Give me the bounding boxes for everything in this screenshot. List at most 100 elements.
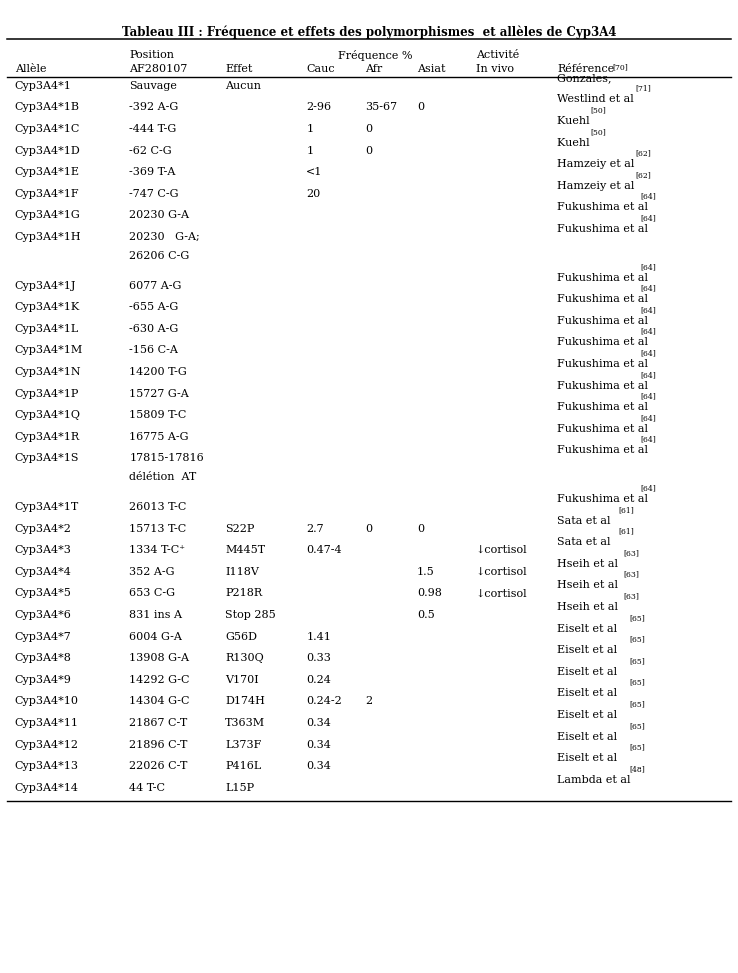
Text: Fukushima et al: Fukushima et al <box>557 446 648 455</box>
Text: Eiselt et al: Eiselt et al <box>557 667 621 677</box>
Text: [65]: [65] <box>630 701 645 708</box>
Text: -62 C-G: -62 C-G <box>129 146 172 156</box>
Text: [61]: [61] <box>618 506 634 514</box>
Text: 0.47-4: 0.47-4 <box>306 545 342 556</box>
Text: 20230 G-A: 20230 G-A <box>129 210 189 220</box>
Text: [62]: [62] <box>635 171 651 179</box>
Text: 17815-17816: 17815-17816 <box>129 453 204 463</box>
Text: In vivo: In vivo <box>476 64 514 74</box>
Text: 0.24-2: 0.24-2 <box>306 697 342 706</box>
Text: 0: 0 <box>365 523 373 533</box>
Text: Cyp3A4*1C: Cyp3A4*1C <box>15 124 80 134</box>
Text: Kuehl: Kuehl <box>557 137 593 148</box>
Text: Cyp3A4*1M: Cyp3A4*1M <box>15 345 83 355</box>
Text: -655 A-G: -655 A-G <box>129 303 179 312</box>
Text: 0: 0 <box>365 146 373 156</box>
Text: [65]: [65] <box>630 743 645 751</box>
Text: [63]: [63] <box>624 549 640 558</box>
Text: 15713 T-C: 15713 T-C <box>129 523 187 533</box>
Text: Hseih et al: Hseih et al <box>557 602 621 612</box>
Text: Eiselt et al: Eiselt et al <box>557 710 621 720</box>
Text: 21896 C-T: 21896 C-T <box>129 739 187 749</box>
Text: -444 T-G: -444 T-G <box>129 124 176 134</box>
Text: 44 T-C: 44 T-C <box>129 783 165 793</box>
Text: Cyp3A4*1H: Cyp3A4*1H <box>15 232 81 242</box>
Text: Position: Position <box>129 50 174 59</box>
Text: Cyp3A4*1E: Cyp3A4*1E <box>15 167 80 177</box>
Text: [63]: [63] <box>624 593 640 600</box>
Text: Cyp3A4*1T: Cyp3A4*1T <box>15 502 79 512</box>
Text: [65]: [65] <box>630 635 645 643</box>
Text: [64]: [64] <box>641 328 656 336</box>
Text: ↓cortisol: ↓cortisol <box>476 567 528 577</box>
Text: Cyp3A4*5: Cyp3A4*5 <box>15 589 72 598</box>
Text: Effet: Effet <box>225 64 252 74</box>
Text: [65]: [65] <box>630 679 645 687</box>
Text: 1: 1 <box>306 124 314 134</box>
Text: Eiselt et al: Eiselt et al <box>557 753 621 763</box>
Text: V170I: V170I <box>225 675 259 685</box>
Text: Sauvage: Sauvage <box>129 81 177 90</box>
Text: Stop 285: Stop 285 <box>225 610 276 620</box>
Text: Cyp3A4*12: Cyp3A4*12 <box>15 739 79 749</box>
Text: 831 ins A: 831 ins A <box>129 610 182 620</box>
Text: P416L: P416L <box>225 761 261 772</box>
Text: Cyp3A4*1D: Cyp3A4*1D <box>15 146 80 156</box>
Text: 0.34: 0.34 <box>306 718 331 728</box>
Text: Fukushima et al: Fukushima et al <box>557 380 648 390</box>
Text: [71]: [71] <box>635 85 651 92</box>
Text: [50]: [50] <box>590 127 607 136</box>
Text: Cyp3A4*1L: Cyp3A4*1L <box>15 324 79 334</box>
Text: Asiat: Asiat <box>417 64 446 74</box>
Text: -156 C-A: -156 C-A <box>129 345 178 355</box>
Text: Eiselt et al: Eiselt et al <box>557 732 621 741</box>
Text: L373F: L373F <box>225 739 261 749</box>
Text: 26206 C-G: 26206 C-G <box>129 251 190 261</box>
Text: [64]: [64] <box>641 284 656 293</box>
Text: [64]: [64] <box>641 414 656 422</box>
Text: Cyp3A4*9: Cyp3A4*9 <box>15 675 72 685</box>
Text: Fukushima et al: Fukushima et al <box>557 494 648 504</box>
Text: [50]: [50] <box>590 106 607 114</box>
Text: [65]: [65] <box>630 657 645 666</box>
Text: Cyp3A4*1K: Cyp3A4*1K <box>15 303 80 312</box>
Text: 352 A-G: 352 A-G <box>129 567 175 577</box>
Text: 14200 T-G: 14200 T-G <box>129 367 187 377</box>
Text: Cyp3A4*1B: Cyp3A4*1B <box>15 102 80 112</box>
Text: [61]: [61] <box>618 527 634 535</box>
Text: 16775 A-G: 16775 A-G <box>129 432 189 442</box>
Text: Cyp3A4*11: Cyp3A4*11 <box>15 718 79 728</box>
Text: 0: 0 <box>417 102 424 112</box>
Text: Cyp3A4*1R: Cyp3A4*1R <box>15 432 80 442</box>
Text: [64]: [64] <box>641 371 656 378</box>
Text: Fukushima et al: Fukushima et al <box>557 224 648 234</box>
Text: M445T: M445T <box>225 545 265 556</box>
Text: Afr: Afr <box>365 64 382 74</box>
Text: [64]: [64] <box>641 193 656 200</box>
Text: 0: 0 <box>365 124 373 134</box>
Text: 0.34: 0.34 <box>306 761 331 772</box>
Text: Hseih et al: Hseih et al <box>557 559 621 569</box>
Text: Cyp3A4*6: Cyp3A4*6 <box>15 610 72 620</box>
Text: Fréquence %: Fréquence % <box>338 50 412 60</box>
Text: -747 C-G: -747 C-G <box>129 189 179 198</box>
Text: Fukushima et al: Fukushima et al <box>557 272 648 282</box>
Text: Sata et al: Sata et al <box>557 516 614 525</box>
Text: 21867 C-T: 21867 C-T <box>129 718 187 728</box>
Text: [64]: [64] <box>641 436 656 444</box>
Text: Cyp3A4*1Q: Cyp3A4*1Q <box>15 411 80 420</box>
Text: 35-67: 35-67 <box>365 102 398 112</box>
Text: Fukushima et al: Fukushima et al <box>557 402 648 413</box>
Text: Allèle: Allèle <box>15 64 46 74</box>
Text: AF280107: AF280107 <box>129 64 187 74</box>
Text: Lambda et al: Lambda et al <box>557 775 634 785</box>
Text: 2: 2 <box>365 697 373 706</box>
Text: 0.5: 0.5 <box>417 610 435 620</box>
Text: 1: 1 <box>306 146 314 156</box>
Text: Aucun: Aucun <box>225 81 261 90</box>
Text: Cyp3A4*8: Cyp3A4*8 <box>15 653 72 664</box>
Text: G56D: G56D <box>225 631 257 641</box>
Text: délétion  AT: délétion AT <box>129 473 196 483</box>
Text: [64]: [64] <box>641 485 656 492</box>
Text: Fukushima et al: Fukushima et al <box>557 338 648 347</box>
